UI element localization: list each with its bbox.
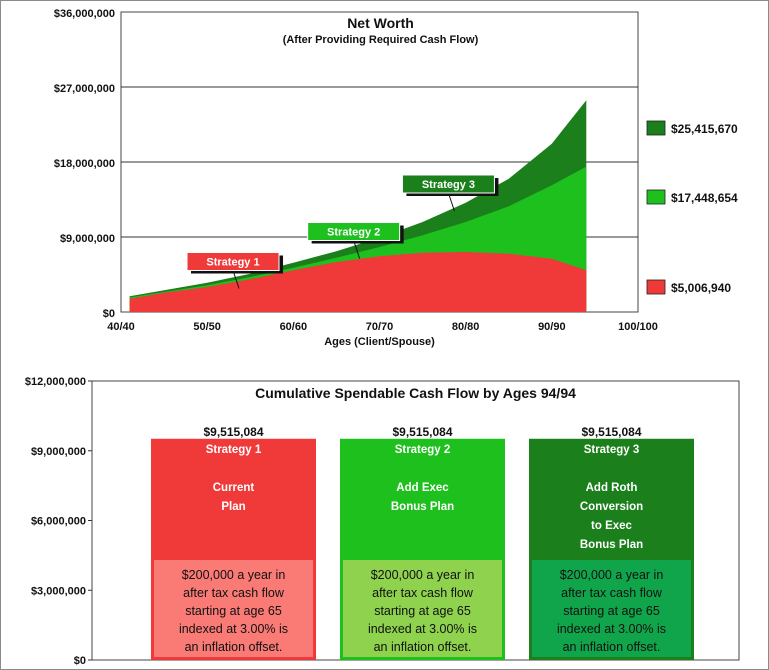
callout-box <box>186 252 280 271</box>
bar-value-label: $9,515,084 <box>203 425 263 439</box>
bar-heading-line: Strategy 3 <box>584 444 640 456</box>
bar-chart-title: Cumulative Spendable Cash Flow by Ages 9… <box>255 385 576 401</box>
strategy-callout-3: Strategy 3 <box>401 174 499 212</box>
legend-item-3: $5,006,940 <box>646 279 731 295</box>
y-tick-label: $18,000,000 <box>54 158 115 170</box>
bar-heading-line: Current <box>213 482 255 494</box>
bar-heading-line: to Exec <box>591 520 633 532</box>
area-series-1 <box>129 252 587 312</box>
bar-note-line: indexed at 3.00% is <box>557 622 666 636</box>
y-tick-label: $36,000,000 <box>54 8 115 20</box>
callout-label: Strategy 3 <box>422 179 475 191</box>
bar-note-line: starting at age 65 <box>563 604 660 618</box>
bar-heading-line: Bonus Plan <box>580 539 643 551</box>
x-tick-label: 80/80 <box>452 321 480 333</box>
bar-note-line: an inflation offset. <box>374 640 472 654</box>
x-tick-label: 100/100 <box>618 321 658 333</box>
callout-label: Strategy 1 <box>206 257 259 269</box>
y-tick-label: $0 <box>103 308 115 320</box>
callout-box <box>307 222 401 241</box>
bar-y-tick-label: $3,000,000 <box>31 585 86 597</box>
callout-label: Strategy 2 <box>327 227 380 239</box>
bar-note-line: $200,000 a year in <box>560 568 664 582</box>
bar-note-line: an inflation offset. <box>563 640 661 654</box>
x-tick-label: 60/60 <box>280 321 308 333</box>
cash-flow-bar-3: $9,515,084 Strategy 3 Add Roth Conversion to… <box>529 425 694 660</box>
x-tick-label: 50/50 <box>193 321 221 333</box>
x-tick-label: 40/40 <box>107 321 135 333</box>
bar-y-tick-label: $6,000,000 <box>31 516 86 528</box>
legend-label: $5,006,940 <box>671 281 731 295</box>
bar-heading-line: Strategy 2 <box>395 444 451 456</box>
bar-note-line: $200,000 a year in <box>182 568 286 582</box>
legend-item-1: $25,415,670 <box>646 120 738 136</box>
bar-note-box <box>532 560 691 657</box>
bar-heading-line: Conversion <box>580 501 643 513</box>
legend-swatch <box>646 279 666 295</box>
x-tick-label: 90/90 <box>538 321 566 333</box>
y-tick-label: $27,000,000 <box>54 83 115 95</box>
chart-title: Net Worth <box>347 15 414 31</box>
bar-heading-line: Add Exec <box>396 482 449 494</box>
bar-note-line: indexed at 3.00% is <box>179 622 288 636</box>
bar-heading-line: Strategy 1 <box>206 444 262 456</box>
bar-note-line: an inflation offset. <box>185 640 283 654</box>
bar-note-box <box>343 560 502 657</box>
bar-heading-line: Add Roth <box>586 482 638 494</box>
bar-value-label: $9,515,084 <box>392 425 452 439</box>
legend-swatch <box>646 120 666 136</box>
bar-note-line: $200,000 a year in <box>371 568 475 582</box>
bar-note-line: indexed at 3.00% is <box>368 622 477 636</box>
bar-note-box <box>154 560 313 657</box>
bar-y-tick-label: $0 <box>74 655 86 667</box>
bar-y-tick-label: $9,000,000 <box>31 446 86 458</box>
bar-y-tick-label: $12,000,000 <box>25 376 86 388</box>
bar-note-line: starting at age 65 <box>374 604 471 618</box>
strategy-callout-1: Strategy 1 <box>186 252 284 289</box>
bar-value-label: $9,515,084 <box>581 425 641 439</box>
legend-label: $17,448,654 <box>671 191 738 205</box>
bar-heading-line: Plan <box>221 501 245 513</box>
strategy-callout-2: Strategy 2 <box>307 222 404 259</box>
legend-swatch <box>646 189 666 205</box>
callout-box <box>401 174 495 194</box>
y-tick-label: $9,000,000 <box>60 233 115 245</box>
x-axis-label: Ages (Client/Spouse) <box>324 336 435 348</box>
bar-heading-line: Bonus Plan <box>391 501 454 513</box>
legend-item-2: $17,448,654 <box>646 189 738 205</box>
cash-flow-bar-1: $9,515,084 Strategy 1 Current Plan $200,000 … <box>151 425 316 660</box>
bar-note-line: after tax cash flow <box>372 586 474 600</box>
x-tick-label: 70/70 <box>366 321 394 333</box>
bar-note-line: starting at age 65 <box>185 604 282 618</box>
legend-label: $25,415,670 <box>671 122 738 136</box>
chart-subtitle: (After Providing Required Cash Flow) <box>283 34 479 46</box>
bar-note-line: after tax cash flow <box>183 586 285 600</box>
bar-note-line: after tax cash flow <box>561 586 663 600</box>
cash-flow-bar-2: $9,515,084 Strategy 2 Add Exec Bonus Plan $2… <box>340 425 505 660</box>
